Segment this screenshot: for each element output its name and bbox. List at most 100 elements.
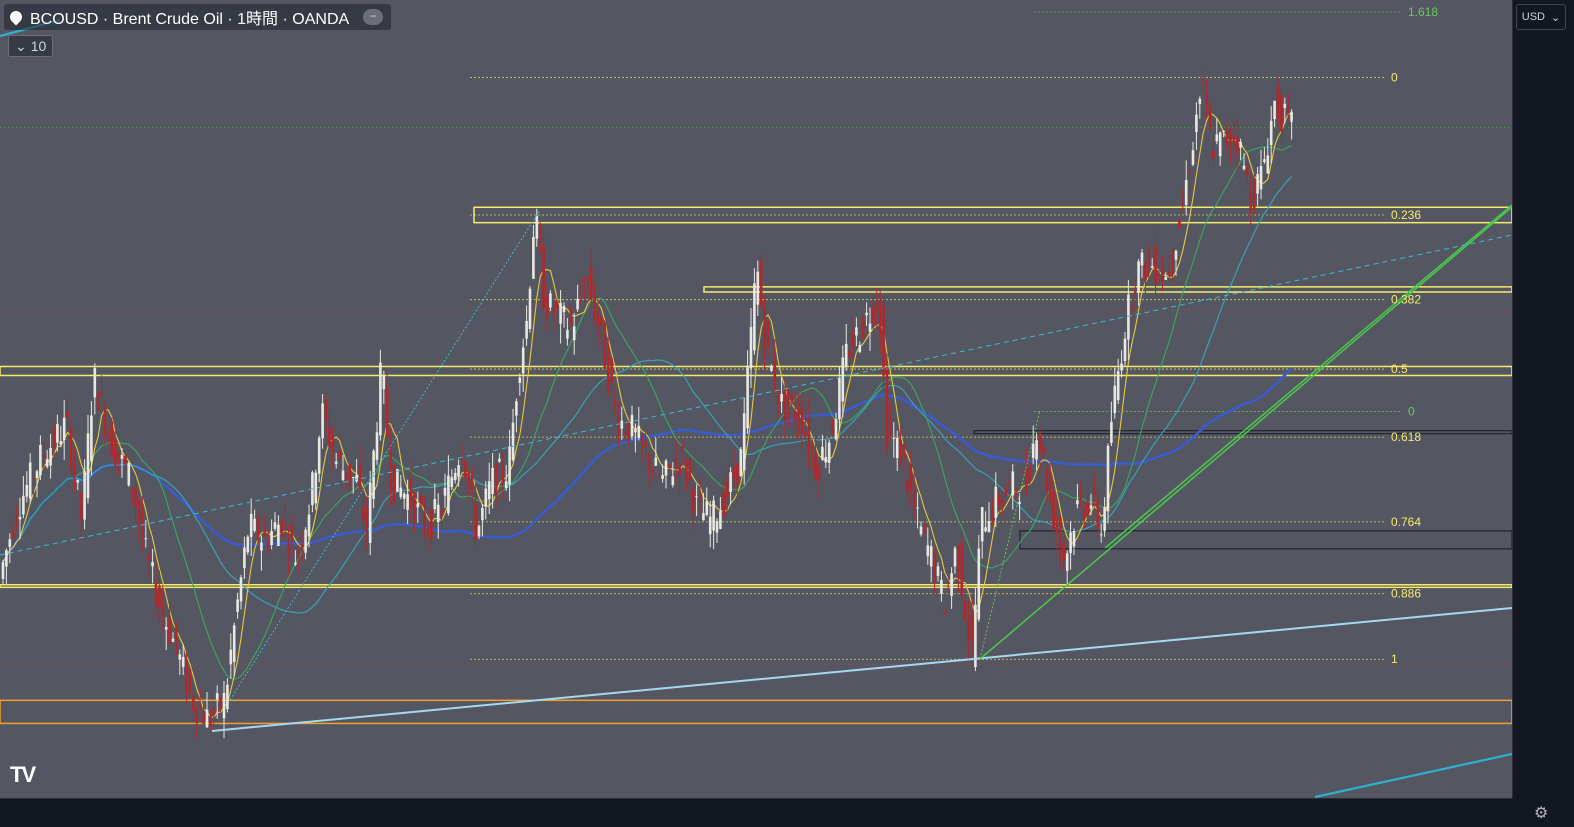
- candle-body: [991, 508, 994, 520]
- candle-body: [1103, 507, 1106, 532]
- candle-body: [929, 546, 933, 567]
- candle-body: [1140, 252, 1144, 266]
- candle-body: [535, 216, 539, 239]
- fib-level-label: 0.5: [1391, 362, 1408, 376]
- candle-body: [916, 507, 919, 509]
- symbol-title-bar[interactable]: BCOUSD · Brent Crude Oil · 1時間 · OANDA −: [4, 4, 392, 30]
- candle-body: [164, 626, 168, 630]
- candle-body: [120, 454, 124, 459]
- candle-body: [236, 599, 239, 612]
- candle-body: [1072, 530, 1076, 547]
- candle-body: [1256, 174, 1259, 194]
- candle-body: [154, 581, 158, 607]
- candle-body: [895, 437, 899, 458]
- candle-body: [1246, 167, 1249, 176]
- candle-body: [25, 484, 29, 497]
- plot-layer: [0, 11, 1512, 798]
- candle-body: [943, 610, 947, 615]
- candle-body: [640, 435, 644, 443]
- candle-body: [732, 466, 736, 479]
- candle-body: [1099, 534, 1103, 536]
- candle-body: [1052, 488, 1055, 529]
- candle-body: [555, 301, 559, 309]
- candle-body: [69, 428, 73, 470]
- candle-body: [773, 358, 777, 391]
- candle-body: [86, 433, 90, 499]
- candle-body: [249, 513, 253, 537]
- candle-body: [1215, 134, 1219, 142]
- candle-body: [62, 417, 66, 440]
- candle-body: [470, 474, 474, 491]
- candle-body: [702, 513, 705, 521]
- minus-icon[interactable]: −: [363, 9, 384, 25]
- candle-body: [423, 512, 426, 532]
- currency-label: USD: [1521, 11, 1545, 23]
- fib-level-label: 0.382: [1391, 293, 1421, 307]
- candle-body: [83, 471, 86, 520]
- candle-body: [188, 669, 192, 693]
- candle-body: [453, 473, 457, 481]
- candle-body: [1035, 440, 1038, 460]
- fib-level-label: 0.618: [1391, 430, 1421, 444]
- candle-body: [18, 516, 22, 520]
- candle-body: [909, 463, 913, 491]
- candle-body: [372, 450, 375, 499]
- candle-body: [848, 350, 851, 359]
- sr-zone: [703, 286, 1512, 293]
- candle-body: [100, 392, 103, 395]
- candle-body: [474, 502, 477, 541]
- candle-body: [345, 472, 348, 480]
- fib-diagonal-line: [979, 409, 1041, 660]
- candle-body: [606, 346, 610, 392]
- candle-body: [1218, 132, 1222, 157]
- candle-body: [1171, 250, 1174, 267]
- candle-body: [960, 542, 964, 597]
- candle-body: [545, 296, 549, 319]
- candle-body: [1137, 261, 1140, 293]
- time-axis[interactable]: [0, 798, 1512, 827]
- candle-body: [572, 326, 576, 341]
- fib-level-label: 0: [1391, 71, 1398, 85]
- candle-body: [1201, 80, 1205, 82]
- candle-body: [1079, 490, 1083, 501]
- candle-body: [1195, 114, 1198, 133]
- candle-body: [511, 422, 515, 460]
- candle-body: [134, 487, 137, 507]
- fib-diagonal-line: [229, 209, 541, 701]
- candle-body: [1008, 481, 1011, 484]
- candle-body: [695, 496, 698, 498]
- candle-body: [117, 451, 120, 461]
- candle-body: [1242, 165, 1246, 170]
- candle-body: [229, 649, 233, 665]
- candle-body: [1252, 181, 1256, 210]
- candle-body: [375, 432, 379, 460]
- candle-body: [1174, 250, 1178, 260]
- candle-body: [195, 708, 199, 724]
- candle-body: [1055, 517, 1059, 533]
- currency-button[interactable]: USD ⌄: [1516, 4, 1566, 30]
- candle-body: [1093, 483, 1096, 495]
- candle-body: [844, 343, 848, 366]
- candle-body: [1222, 130, 1225, 132]
- candle-body: [341, 470, 345, 480]
- candle-body: [586, 276, 590, 281]
- candle-body: [1144, 262, 1147, 281]
- candle-body: [32, 478, 35, 480]
- candle-body: [202, 713, 205, 724]
- candle-body: [137, 501, 141, 523]
- fib-level-label: 0.764: [1391, 515, 1421, 529]
- indicators-toggle-button[interactable]: ⌄ 10: [8, 35, 54, 57]
- candle-body: [698, 495, 702, 497]
- candle-body: [987, 521, 991, 533]
- candle-body: [940, 579, 943, 594]
- gear-icon[interactable]: ⚙: [1534, 805, 1549, 822]
- candle-body: [923, 524, 926, 530]
- candle-body: [1280, 94, 1283, 132]
- candle-body: [977, 548, 981, 620]
- candle-body: [919, 526, 923, 535]
- candle-body: [1028, 466, 1032, 482]
- candle-body: [746, 365, 749, 429]
- candle-body: [481, 507, 484, 521]
- price-axis[interactable]: [1512, 0, 1574, 798]
